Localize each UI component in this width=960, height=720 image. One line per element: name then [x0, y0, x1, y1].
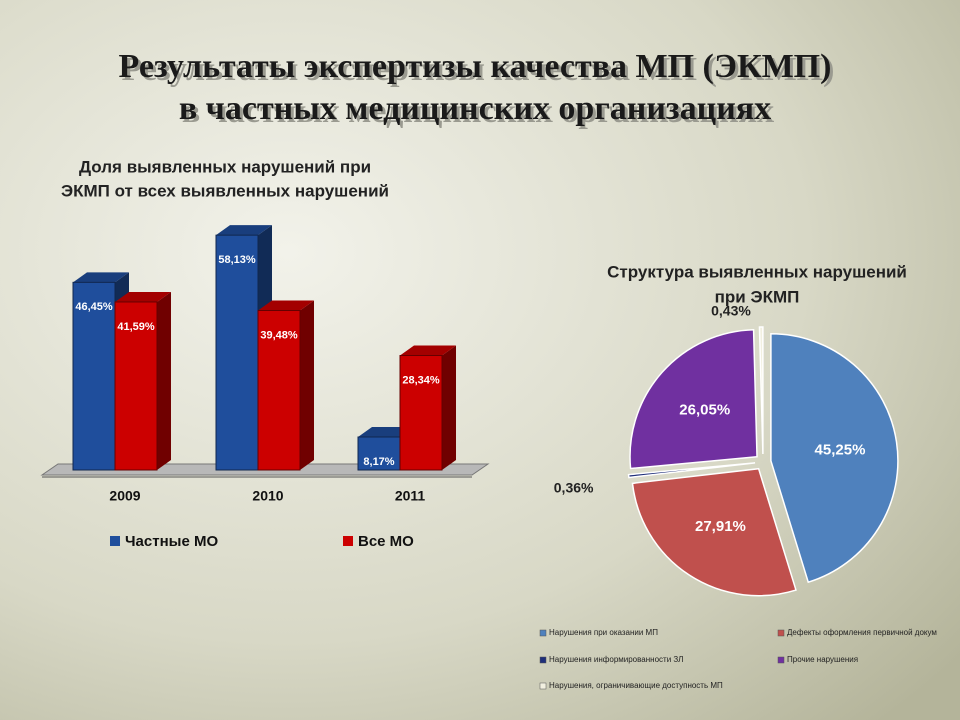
legend-swatch: [777, 656, 785, 664]
bar-top: [258, 300, 314, 311]
x-tick-label: 2010: [252, 488, 283, 504]
bar-chart-title: Доля выявленных нарушений при: [79, 157, 371, 176]
x-tick-label: 2011: [395, 488, 426, 504]
title-shadow: Результаты экспертизы качества МП (ЭКМП): [122, 51, 835, 88]
value-label: 8,17%: [363, 456, 394, 468]
title-shadow: в частных медицинских организациях: [182, 93, 774, 130]
pie-slice: [631, 467, 797, 597]
value-label: 45,25%: [815, 441, 866, 458]
bar: [72, 281, 116, 471]
slide-title: Результаты экспертизы качества МП (ЭКМП): [119, 48, 832, 85]
legend-label: Частные МО: [125, 533, 218, 550]
legend-label: Все МО: [358, 533, 414, 550]
legend-swatch: [777, 629, 785, 637]
legend-swatch: [110, 536, 120, 546]
value-label: 0,36%: [554, 479, 594, 495]
value-label: 46,45%: [75, 301, 113, 313]
legend-swatch: [539, 629, 547, 637]
bar: [215, 234, 259, 471]
pie-slice: [758, 326, 764, 455]
legend-swatch: [343, 536, 353, 546]
pie-slice: [629, 328, 758, 470]
bar-top: [73, 272, 129, 283]
bar-side: [300, 300, 314, 470]
legend-label: Прочие нарушения: [787, 655, 858, 664]
bar-top: [400, 345, 456, 356]
value-label: 0,43%: [711, 302, 751, 318]
bar-top: [115, 291, 171, 302]
pie-slice: [770, 333, 899, 584]
value-label: 26,05%: [679, 401, 730, 418]
legend-swatch: [539, 656, 547, 664]
legend-label: Нарушения информированности ЗЛ: [549, 655, 683, 664]
bar-chart-title: ЭКМП от всех выявленных нарушений: [61, 181, 389, 200]
bar: [114, 301, 158, 471]
bar-top: [216, 225, 272, 236]
legend-label: Нарушения при оказании МП: [549, 628, 658, 637]
bar-side: [442, 345, 456, 470]
bar-side: [157, 291, 171, 470]
pie-slice: [627, 462, 756, 479]
value-label: 41,59%: [117, 321, 155, 333]
legend-label: Нарушения, ограничивающие доступность МП: [549, 681, 723, 690]
pie-chart-title: при ЭКМП: [715, 287, 800, 306]
pie-chart-title: Структура выявленных нарушений: [607, 262, 907, 281]
x-tick-label: 2009: [109, 488, 140, 504]
value-label: 58,13%: [218, 254, 256, 266]
bar: [257, 310, 301, 471]
bar: [357, 436, 401, 471]
value-label: 27,91%: [695, 518, 746, 535]
value-label: 28,34%: [402, 374, 440, 386]
value-label: 39,48%: [260, 329, 298, 341]
legend-swatch: [539, 682, 547, 690]
bar: [399, 355, 443, 471]
slide-title: в частных медицинских организациях: [179, 90, 771, 127]
legend-label: Дефекты оформления первичной докум: [787, 628, 937, 637]
